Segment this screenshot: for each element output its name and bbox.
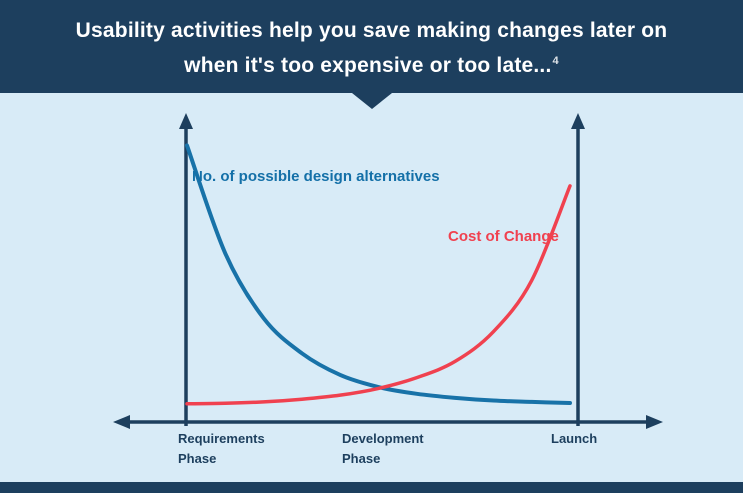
axes: [113, 113, 663, 429]
series-curve-1: [185, 184, 572, 406]
x-axis-left-arrowhead-icon: [113, 415, 130, 429]
x-axis-label-launch: Launch: [551, 429, 597, 449]
left-y-axis-arrowhead-icon: [179, 113, 193, 129]
header-title-line2-text: when it's too expensive or too late...: [184, 54, 552, 77]
x-axis-label-requirements-line1: Requirements: [178, 431, 265, 446]
header-title-line2: when it's too expensive or too late...4: [0, 46, 743, 81]
x-axis-label-launch-line1: Launch: [551, 431, 598, 446]
footnote-marker: 4: [552, 55, 559, 67]
design-alternatives-curve-label: No. of possible design alternatives: [192, 168, 440, 185]
x-axis-label-requirements: Requirements Phase: [178, 429, 265, 469]
header-title-line1: Usability activities help you save makin…: [75, 19, 668, 42]
cost-of-change-curve-label: Cost of Change: [448, 228, 559, 245]
header-pointer-triangle: [351, 93, 392, 109]
footer-bar: [0, 482, 743, 493]
x-axis-label-requirements-line2: Phase: [178, 451, 217, 466]
right-y-axis-arrowhead-icon: [571, 113, 585, 129]
header-banner: Usability activities help you save makin…: [0, 0, 743, 93]
x-axis-label-development-line1: Development: [342, 431, 424, 446]
x-axis-label-development: Development Phase: [342, 429, 424, 469]
series-curve-0: [185, 143, 572, 405]
x-axis-right-arrowhead-icon: [646, 415, 663, 429]
x-axis-label-development-line2: Phase: [342, 451, 381, 466]
curves: [185, 143, 572, 406]
